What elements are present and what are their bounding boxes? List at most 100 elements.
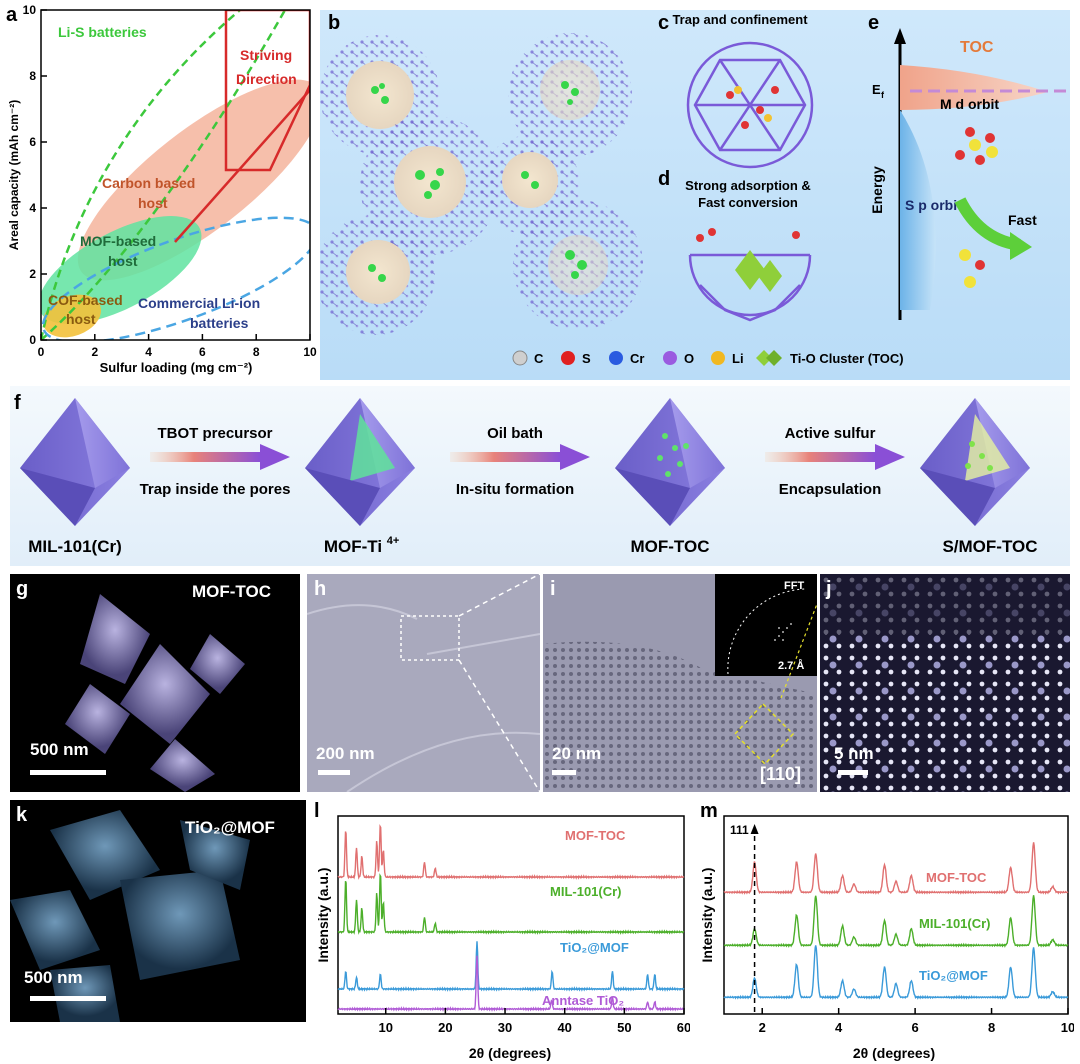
chart-m-annotation: 111 [730, 823, 749, 837]
m-annotation-arrow [750, 824, 759, 834]
step2-bottom: In-situ formation [456, 481, 574, 498]
panel-g-scale-text: 500 nm [30, 740, 89, 759]
legend-s: S [582, 351, 591, 366]
cof-host-label: host [66, 311, 96, 327]
label-s-mof-toc: S/MOF-TOC [942, 537, 1037, 556]
xrd-chart-l: 10 20 30 40 50 60 2θ (degrees) Intensity (a.u… [315, 815, 690, 1061]
l-tick-label: 40 [557, 1020, 571, 1035]
atom-legend: C S Cr O Li Ti-O Cluster (TOC) [512, 350, 904, 366]
l-series-line [337, 823, 685, 880]
octahedron-s-mof-toc [920, 398, 1030, 526]
carbon-host-label: host [138, 195, 168, 211]
panel-i-scale-bar [552, 770, 576, 775]
panel-a-ytick: 0 [29, 333, 36, 347]
label-mof-ti: MOF-Ti [324, 537, 382, 556]
octahedron-mil [20, 398, 130, 526]
legend-l-mof-toc: MOF-TOC [565, 828, 626, 843]
l-series-line [337, 873, 685, 935]
panel-b-label: b [328, 12, 341, 34]
step3-top: Active sulfur [785, 425, 876, 442]
step1-bottom: Trap inside the pores [140, 481, 291, 498]
panel-a-xlabel: Sulfur loading (mg cm⁻²) [100, 360, 253, 375]
direction-label: Direction [236, 71, 297, 87]
legend-li: Li [732, 351, 744, 366]
l-tick-label: 50 [617, 1020, 631, 1035]
legend-m-mil: MIL-101(Cr) [919, 916, 991, 931]
l-series-line [337, 941, 685, 992]
l-tick-label: 60 [677, 1020, 690, 1035]
xrd-chart-m: 2 4 6 8 10 2θ (degrees) Intensity (a.u.) 111… [699, 815, 1074, 1061]
mof-framework [320, 33, 643, 335]
arrow-step-2 [450, 444, 590, 470]
m-tick-label: 6 [911, 1020, 918, 1035]
li-s-label: Li-S batteries [58, 24, 147, 40]
mof-host-label: host [108, 253, 138, 269]
octahedron-mof-toc [615, 398, 725, 526]
fast-label: Fast [1008, 212, 1037, 228]
legend-l-tio2mof: TiO₂@MOF [560, 940, 629, 955]
sem-image-mof-toc [10, 574, 300, 792]
panel-h-label: h [314, 578, 327, 600]
panel-a-xtick: 4 [145, 345, 152, 359]
fft-distance: 2.7 Å [778, 660, 805, 672]
panel-k-scale-bar [30, 996, 106, 1001]
panel-a-ylabel: Areal capacity (mAh cm⁻²) [7, 100, 21, 250]
panel-c-label: c [658, 12, 670, 34]
md-orbit-label: M d orbit [940, 96, 999, 112]
step3-bottom: Encapsulation [779, 481, 882, 498]
toc-label: TOC [960, 39, 994, 56]
cof-label: COF-based [48, 292, 123, 308]
panel-a-ytick: 10 [23, 3, 37, 17]
chart-m-xlabel: 2θ (degrees) [853, 1045, 935, 1061]
panel-d-label: d [658, 168, 671, 190]
legend-l-anatase: Anntase TiO₂ [542, 993, 624, 1008]
label-mil: MIL-101(Cr) [28, 537, 122, 556]
panel-j-scale-bar [838, 770, 868, 775]
zone-axis-label: [110] [760, 764, 802, 784]
ti-o-cluster-icon [735, 250, 782, 292]
chart-l-ylabel: Intensity (a.u.) [315, 868, 331, 963]
arrow-step-1 [150, 444, 290, 470]
legend-c: C [534, 351, 544, 366]
panel-h-scale-bar [318, 770, 350, 775]
panel-g-label: g [16, 578, 29, 600]
panel-e-label: e [868, 12, 880, 34]
panel-g-scale-bar [30, 770, 106, 775]
panel-a-ytick: 4 [29, 201, 36, 215]
l-series-line [337, 955, 685, 1012]
panel-k-label: k [16, 804, 28, 826]
l-tick-label: 30 [498, 1020, 512, 1035]
tem-image-high-mag [543, 574, 817, 792]
panel-a-xtick: 8 [253, 345, 260, 359]
ef-label: E [872, 82, 881, 97]
panel-a-ytick: 8 [29, 69, 36, 83]
ef-sub-label: f [881, 90, 885, 100]
chart-l-xlabel: 2θ (degrees) [469, 1045, 551, 1061]
label-mof-ti-sup: 4+ [387, 535, 400, 547]
panel-c-title: Trap and confinement [672, 12, 808, 27]
legend-m-tio2mof: TiO₂@MOF [919, 968, 988, 983]
m-tick-label: 8 [988, 1020, 995, 1035]
mof-label: MOF-based [80, 233, 156, 249]
panel-g-title: MOF-TOC [192, 582, 272, 601]
legend-toc: Ti-O Cluster (TOC) [790, 351, 904, 366]
panel-j-label: j [826, 578, 832, 600]
step1-top: TBOT precursor [157, 425, 272, 442]
m-series-line [723, 895, 1069, 948]
panel-a-xtick: 10 [303, 345, 317, 359]
striving-label: Striving [240, 47, 292, 63]
tem-image-atomic [820, 574, 1070, 792]
panel-a-xtick: 2 [91, 345, 98, 359]
m-series-line [723, 945, 1069, 1000]
step2-top: Oil bath [487, 425, 543, 442]
carbon-label: Carbon based [102, 175, 195, 191]
tem-image-low-mag [307, 574, 540, 792]
panel-f-scheme: TBOT precursor Trap inside the pores Oil… [20, 398, 1038, 556]
legend-o: O [684, 351, 694, 366]
octahedron-mof-ti [305, 398, 415, 526]
fft-label: FFT [784, 580, 805, 592]
panel-f-label: f [14, 392, 21, 414]
panel-i-label: i [550, 578, 556, 600]
m-tick-label: 2 [759, 1020, 766, 1035]
panel-a-xtick: 0 [38, 345, 45, 359]
